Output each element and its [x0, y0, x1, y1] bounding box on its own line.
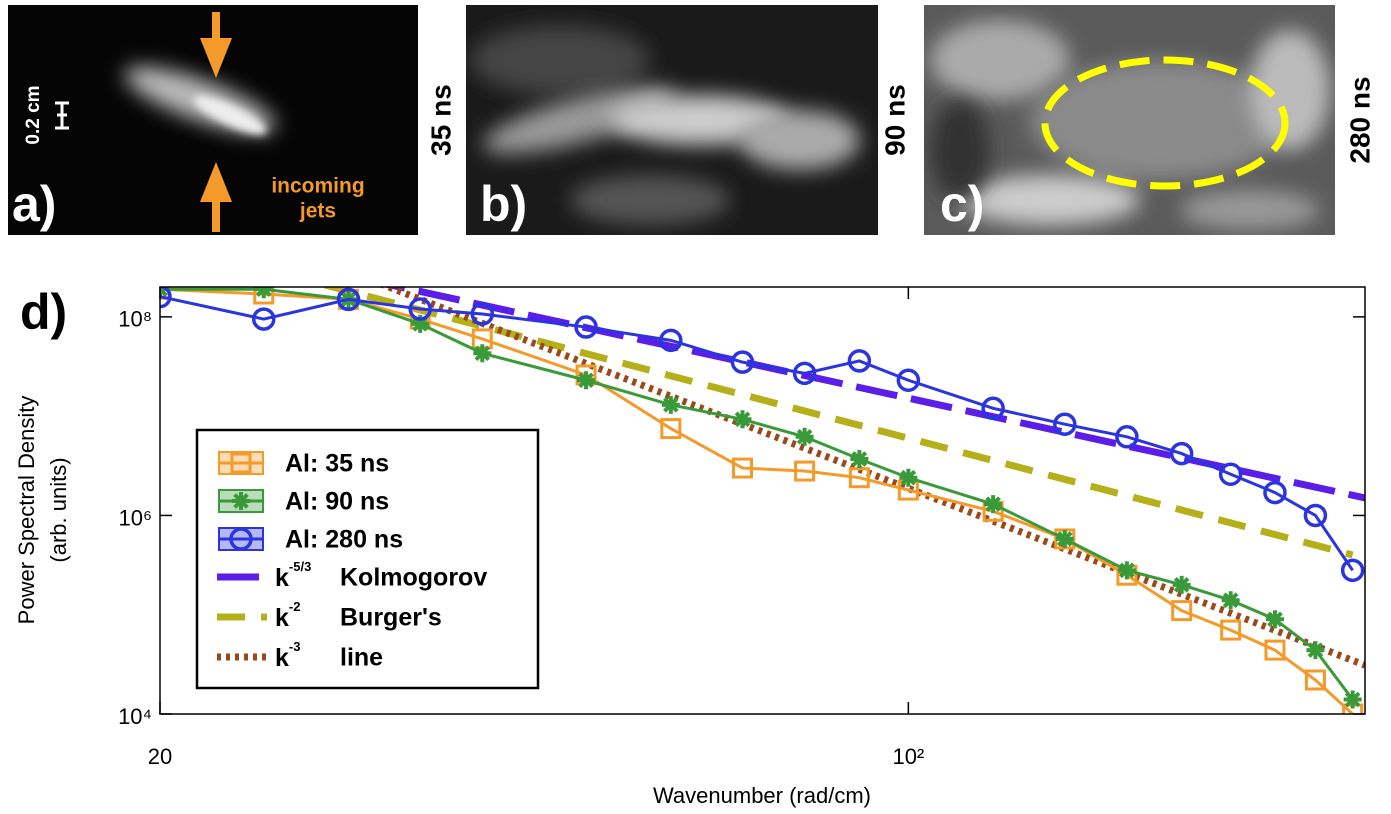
axes-box [159, 286, 1366, 715]
marker [1055, 529, 1074, 548]
marker [794, 460, 816, 482]
marker [1221, 591, 1240, 610]
scale-bar [55, 101, 69, 130]
legend-label: k-3 [275, 639, 300, 671]
legend-label: Al: 35 ns [285, 450, 389, 478]
marker [792, 361, 817, 386]
reference-line [323, 287, 1354, 559]
y-tick-label: 10⁸ [118, 307, 152, 332]
x-axis-label: Wavenumber (rad/cm) [653, 783, 871, 808]
marker [1304, 669, 1326, 691]
legend-label: k-5/3 [275, 559, 311, 591]
legend-base: k [275, 604, 289, 632]
marker [229, 527, 253, 551]
marker [661, 395, 680, 414]
legend-label: k-2 [275, 599, 300, 631]
marker [1340, 558, 1365, 583]
marker [160, 287, 172, 309]
plot-area [160, 287, 1365, 714]
marker [1303, 503, 1328, 528]
marker [732, 457, 754, 479]
marker [254, 287, 273, 299]
marker [1306, 641, 1325, 660]
marker [252, 307, 276, 331]
marker [1169, 441, 1194, 466]
highlight-ellipse [1041, 56, 1289, 190]
marker [1263, 480, 1287, 505]
image-b [466, 5, 878, 235]
marker [470, 302, 495, 326]
marker [659, 328, 683, 353]
legend-exponent: -3 [289, 639, 301, 654]
marker [848, 467, 870, 489]
reference-line [378, 287, 1365, 669]
legend-base: k [275, 644, 289, 672]
marker [850, 450, 869, 469]
annotation: jets [299, 200, 336, 223]
marker [847, 349, 872, 373]
time-label: 90 ns [879, 84, 910, 156]
legend-exponent: -5/3 [289, 559, 311, 574]
marker [336, 287, 361, 312]
marker [1171, 600, 1193, 622]
x-tick-label: 20 [148, 744, 172, 769]
marker [1053, 412, 1077, 436]
marker [408, 297, 432, 321]
y-tick-label: 10⁴ [118, 704, 152, 729]
marker [1117, 561, 1136, 580]
image-c [924, 5, 1335, 235]
marker [795, 427, 814, 446]
legend-base: k [275, 564, 289, 592]
marker [1218, 462, 1243, 486]
marker [981, 396, 1005, 421]
marker [984, 495, 1003, 514]
marker [1115, 425, 1139, 449]
marker [1264, 639, 1286, 661]
marker [577, 371, 596, 390]
panel-label: d) [20, 284, 67, 340]
marker [733, 410, 752, 429]
marker [896, 368, 921, 393]
panel-label: b) [480, 176, 527, 232]
annotation: incoming [271, 175, 364, 198]
time-label: 280 ns [1344, 76, 1375, 163]
marker [899, 468, 918, 487]
legend-label: Al: 280 ns [285, 526, 403, 554]
legend-exponent: -2 [289, 599, 301, 614]
arrows [200, 12, 232, 232]
marker [574, 315, 598, 339]
legend-label: Al: 90 ns [285, 488, 389, 516]
marker [473, 344, 492, 363]
panel-label: a) [12, 176, 56, 232]
marker [660, 418, 682, 440]
y-axis-label: Power Spectral Density [14, 396, 39, 625]
y-tick-label: 10⁶ [118, 505, 152, 530]
marker [232, 492, 250, 510]
marker [1265, 610, 1284, 629]
x-tick-label: 10² [892, 744, 924, 769]
marker [1343, 690, 1362, 709]
panel-label: c) [940, 176, 984, 232]
series-line [160, 295, 1354, 572]
legend-label: line [340, 644, 383, 672]
time-label: 35 ns [425, 84, 456, 156]
legend-label: Kolmogorov [340, 564, 487, 592]
marker [1220, 619, 1242, 641]
y-axis-label: (arb. units) [46, 457, 71, 562]
scale-label: 0.2 cm [23, 85, 44, 144]
legend-label: Burger's [340, 604, 442, 632]
marker [730, 350, 755, 374]
marker [1172, 575, 1191, 594]
marker [253, 287, 275, 305]
marker [230, 452, 252, 474]
marker [411, 314, 430, 333]
